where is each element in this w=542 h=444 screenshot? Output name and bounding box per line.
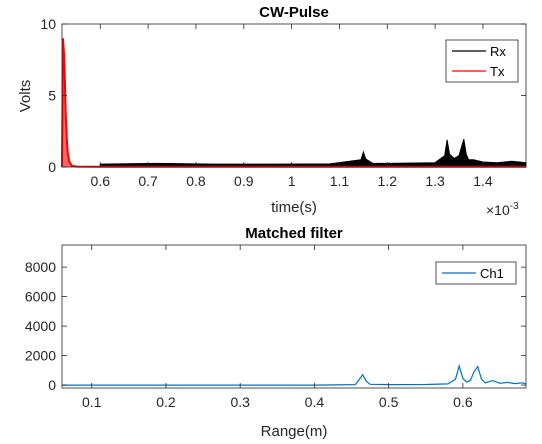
chart1-title: CW-Pulse xyxy=(259,4,329,21)
x-tick-label: 0.5 xyxy=(379,394,399,410)
legend-label-rx: Rx xyxy=(490,44,506,59)
chart2-y-ticks: 0 2000 4000 6000 8000 xyxy=(25,259,526,393)
legend-box xyxy=(445,39,519,83)
x-tick-label: 1 xyxy=(288,173,296,189)
series-ch1-line xyxy=(62,363,527,386)
x-tick-label: 0.3 xyxy=(230,394,250,410)
x-tick-label: 1.2 xyxy=(378,173,398,189)
chart1-y-axis-label: Volts xyxy=(17,80,34,113)
x-tick-label: 0.1 xyxy=(82,394,102,410)
y-tick-label: 5 xyxy=(48,88,56,104)
chart-cw-pulse: CW-Pulse 0.6 0.7 0.8 0.9 1 1.1 1.2 1.3 1.4 0510 … xyxy=(17,4,527,218)
y-tick-label: 0 xyxy=(48,159,56,175)
x-tick-label: 0.8 xyxy=(186,173,206,189)
chart2-title: Matched filter xyxy=(245,225,343,242)
chart1-legend: Rx Tx xyxy=(445,39,519,83)
x-tick-label: 0.7 xyxy=(138,173,158,189)
chart2-x-axis-label: Range(m) xyxy=(261,423,328,440)
series-ch1 xyxy=(62,363,527,386)
y-tick-label: 8000 xyxy=(25,259,56,275)
x-tick-label: 0.6 xyxy=(453,394,473,410)
chart1-y-ticks: 0 5 10 xyxy=(40,16,526,175)
chart2-legend: Ch1 xyxy=(435,261,517,285)
x-tick-label: 1.1 xyxy=(330,173,350,189)
y-tick-label: 4000 xyxy=(25,318,56,334)
chart1-x-ticks: 0.6 0.7 0.8 0.9 1 1.1 1.2 1.3 1.4 xyxy=(91,24,493,189)
plot-frame xyxy=(61,244,527,389)
chart1-x-axis-label: time(s) xyxy=(271,199,317,216)
chart-matched-filter: Matched filter 0.1 0.2 0.3 0.4 0.5 0.6 0 2000 4… xyxy=(25,225,527,440)
y-tick-label: 10 xyxy=(40,16,56,32)
x-tick-label: 0.6 xyxy=(91,173,111,189)
x-tick-label: 0.2 xyxy=(156,394,176,410)
y-tick-label: 6000 xyxy=(25,289,56,305)
legend-label-ch1: Ch1 xyxy=(480,266,504,281)
y-tick-label: 0 xyxy=(48,377,56,393)
chart2-x-ticks: 0.1 0.2 0.3 0.4 0.5 0.6 xyxy=(82,245,473,410)
x-tick-label: 0.4 xyxy=(305,394,325,410)
y-tick-label: 2000 xyxy=(25,348,56,364)
x-tick-label: 1.4 xyxy=(473,173,493,189)
chart1-x-exponent: ×10-3 xyxy=(486,201,519,218)
x-tick-label: 1.3 xyxy=(425,173,445,189)
x-tick-label: 0.9 xyxy=(234,173,254,189)
legend-label-tx: Tx xyxy=(490,64,505,79)
